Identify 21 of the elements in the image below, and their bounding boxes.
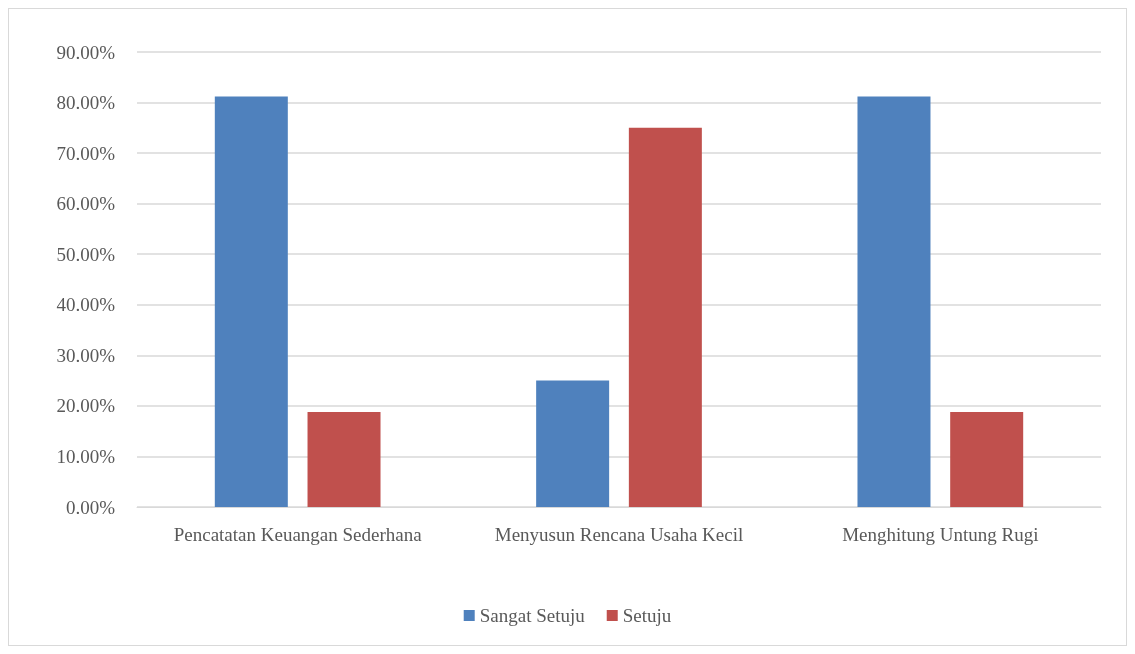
bar [950, 411, 1024, 507]
x-tick-label: Pencatatan Keuangan Sederhana [173, 524, 423, 545]
bar [307, 411, 381, 507]
x-tick-label: Menyusun Rencana Usaha Kecil [494, 524, 744, 545]
y-tick-label: 90.00% [56, 41, 116, 63]
x-tick-label: Menghitung Untung Rugi [842, 524, 1039, 545]
bar [214, 96, 288, 507]
y-tick-label: 0.00% [65, 496, 116, 518]
legend-label: Setuju [622, 605, 672, 626]
y-tick-label: 80.00% [56, 92, 116, 114]
y-tick-label: 60.00% [56, 193, 116, 215]
y-tick-label: 20.00% [56, 395, 116, 417]
legend-label: Sangat Setuju [479, 605, 586, 626]
y-tick-label: 10.00% [56, 445, 116, 467]
y-tick-label: 40.00% [56, 294, 116, 316]
bar [857, 96, 931, 507]
y-tick-label: 50.00% [56, 243, 116, 265]
y-tick-label: 30.00% [56, 344, 116, 366]
y-tick-label: 70.00% [56, 142, 116, 164]
bar [628, 127, 702, 507]
bar [536, 380, 610, 507]
